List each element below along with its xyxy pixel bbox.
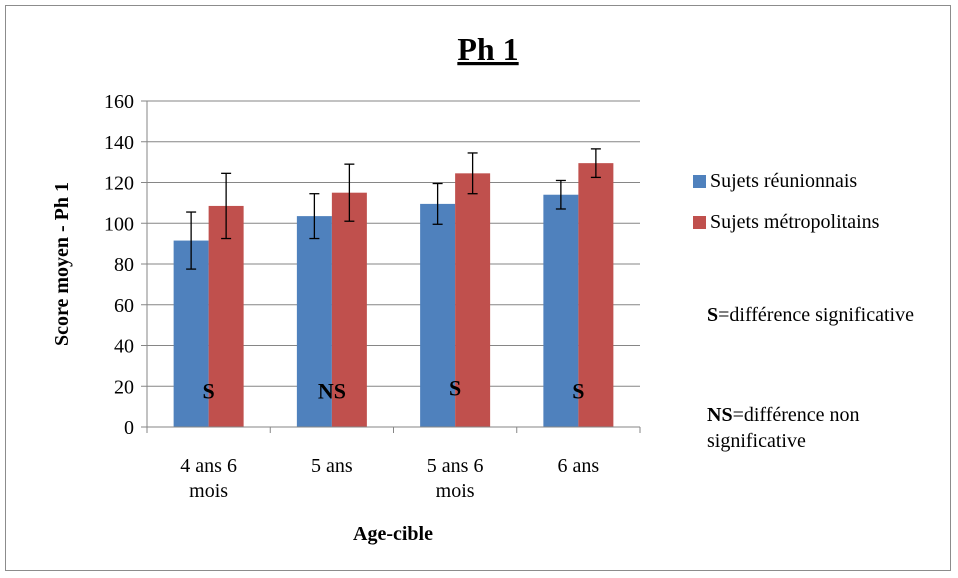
note-not-significant: NS=différence non significative <box>707 402 942 454</box>
y-axis-label: Score moyen - Ph 1 <box>51 182 73 346</box>
x-tick-label-3: 6 ans <box>558 455 600 477</box>
y-tick-label-80: 80 <box>114 254 134 276</box>
y-tick-label-0: 0 <box>124 417 134 439</box>
bar-s0-c0 <box>173 240 209 427</box>
error-bars <box>186 148 601 270</box>
annotation-3: S <box>572 378 584 403</box>
chart-title: Ph 1 <box>457 31 518 67</box>
legend: Sujets réunionnais Sujets métropolitains <box>693 168 879 250</box>
legend-item-reunionnais: Sujets réunionnais <box>693 168 879 194</box>
bar-s0-c2 <box>420 203 456 427</box>
bar-s0-c1 <box>296 216 332 427</box>
y-tick-label-20: 20 <box>114 376 134 398</box>
bar-s1-c3 <box>578 163 614 428</box>
bars <box>173 163 614 428</box>
legend-label-metropolitains: Sujets métropolitains <box>710 210 880 233</box>
bar-s0-c3 <box>543 194 579 427</box>
error-bar-s0-c1 <box>309 193 320 240</box>
error-bar-s1-c2 <box>467 152 478 195</box>
error-bar-s1-c1 <box>344 163 355 222</box>
y-tick-label-140: 140 <box>104 132 134 154</box>
error-bar-s0-c2 <box>432 182 443 225</box>
bar-s1-c1 <box>331 192 367 427</box>
significance-labels: S NS S S <box>203 375 585 403</box>
annotation-2: S <box>449 375 461 400</box>
bar-s1-c0 <box>208 205 244 427</box>
legend-swatch-metropolitains <box>693 215 706 229</box>
note-significant: S=différence significative <box>707 302 942 328</box>
error-bar-s1-c0 <box>221 172 232 240</box>
legend-swatch-reunionnais <box>693 174 706 188</box>
error-bar-s0-c0 <box>186 211 197 270</box>
x-axis-label: Age-cible <box>353 523 433 545</box>
error-bar-s1-c3 <box>590 148 601 179</box>
annotation-0: S <box>203 378 215 403</box>
note-not-significant-text: =différence non significative <box>707 404 860 452</box>
x-tick-label-1: 5 ans <box>311 455 353 477</box>
bar-s1-c2 <box>455 173 491 427</box>
note-significant-text: =différence significative <box>718 304 914 326</box>
axes <box>141 100 641 433</box>
legend-item-metropolitains: Sujets métropolitains <box>693 209 879 235</box>
error-bar-s0-c3 <box>555 179 566 210</box>
y-tick-label-40: 40 <box>114 336 134 358</box>
y-tick-label-120: 120 <box>104 173 134 195</box>
annotation-1: NS <box>318 378 346 403</box>
x-tick-label-2: 5 ans 6 mois <box>427 455 484 502</box>
note-significant-key: S <box>707 304 719 326</box>
y-tick-label-160: 160 <box>104 91 134 113</box>
x-tick-label-0: 4 ans 6 mois <box>180 455 237 502</box>
note-not-significant-key: NS <box>707 404 733 426</box>
y-tick-labels: 0 20 40 60 80 100 120 140 160 <box>104 91 134 439</box>
y-tick-label-60: 60 <box>114 295 134 317</box>
x-tick-labels: 4 ans 6 mois 5 ans 5 ans 6 mois 6 ans <box>180 455 599 502</box>
y-tick-label-100: 100 <box>104 213 134 235</box>
legend-label-reunionnais: Sujets réunionnais <box>710 169 858 192</box>
